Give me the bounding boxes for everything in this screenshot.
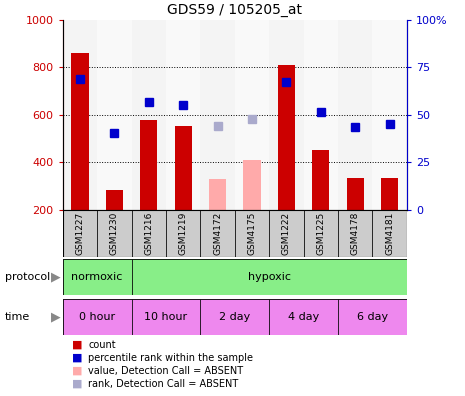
Text: count: count [88, 339, 116, 350]
Bar [63, 259, 132, 295]
Text: ▶: ▶ [51, 310, 60, 323]
Bar [174, 126, 192, 210]
Bar [338, 20, 372, 210]
Text: 10 hour: 10 hour [145, 312, 187, 322]
Bar [200, 210, 235, 257]
Bar [106, 190, 123, 210]
Text: GSM1227: GSM1227 [75, 212, 85, 255]
Bar [200, 299, 269, 335]
Bar [338, 299, 407, 335]
Bar [372, 20, 407, 210]
Text: GSM1216: GSM1216 [144, 212, 153, 255]
Bar [132, 259, 407, 295]
Text: protocol: protocol [5, 272, 50, 282]
Bar [97, 210, 132, 257]
Bar [63, 210, 97, 257]
Bar [140, 120, 157, 210]
Text: ■: ■ [72, 352, 83, 363]
Bar [132, 210, 166, 257]
Bar [338, 210, 372, 257]
Text: 2 day: 2 day [219, 312, 251, 322]
Text: normoxic: normoxic [72, 272, 123, 282]
Text: GSM4181: GSM4181 [385, 212, 394, 255]
Text: ■: ■ [72, 366, 83, 376]
Text: rank, Detection Call = ABSENT: rank, Detection Call = ABSENT [88, 379, 239, 389]
Bar [304, 210, 338, 257]
Bar [244, 160, 260, 210]
Text: GSM1222: GSM1222 [282, 212, 291, 255]
Bar [200, 20, 235, 210]
Text: GSM4172: GSM4172 [213, 212, 222, 255]
Text: 0 hour: 0 hour [79, 312, 115, 322]
Text: GSM1230: GSM1230 [110, 212, 119, 255]
Text: ■: ■ [72, 379, 83, 389]
Bar [235, 210, 269, 257]
Bar [63, 20, 97, 210]
Bar [97, 20, 132, 210]
Text: ■: ■ [72, 339, 83, 350]
Bar [312, 150, 329, 210]
Bar [372, 210, 407, 257]
Text: hypoxic: hypoxic [248, 272, 291, 282]
Bar [235, 20, 269, 210]
Bar [381, 178, 398, 210]
Text: time: time [5, 312, 30, 322]
Bar [346, 178, 364, 210]
Text: GSM4178: GSM4178 [351, 212, 360, 255]
Bar [304, 20, 338, 210]
Text: 4 day: 4 day [288, 312, 319, 322]
Bar [278, 65, 295, 210]
Text: ▶: ▶ [51, 271, 60, 284]
Bar [269, 20, 304, 210]
Bar [166, 20, 200, 210]
Bar [269, 210, 304, 257]
Bar [269, 299, 338, 335]
Title: GDS59 / 105205_at: GDS59 / 105205_at [167, 4, 302, 17]
Text: GSM1219: GSM1219 [179, 212, 188, 255]
Bar [132, 20, 166, 210]
Bar [209, 179, 226, 210]
Text: GSM1225: GSM1225 [316, 212, 326, 255]
Bar [72, 53, 88, 210]
Bar [166, 210, 200, 257]
Text: GSM4175: GSM4175 [247, 212, 257, 255]
Bar [63, 299, 132, 335]
Text: percentile rank within the sample: percentile rank within the sample [88, 352, 253, 363]
Text: 6 day: 6 day [357, 312, 388, 322]
Bar [132, 299, 200, 335]
Text: value, Detection Call = ABSENT: value, Detection Call = ABSENT [88, 366, 244, 376]
